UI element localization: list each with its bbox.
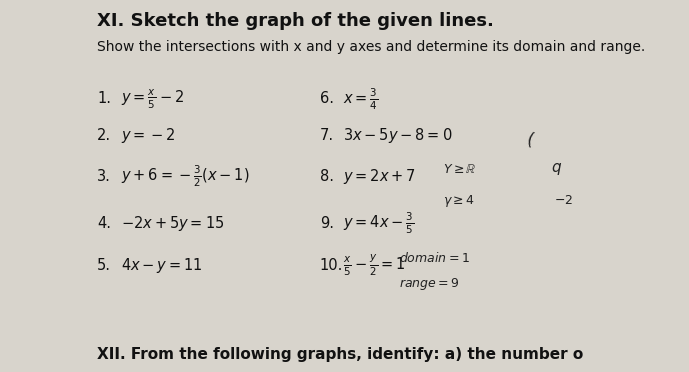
Text: 4.: 4.	[97, 215, 111, 231]
Text: $y = 4x - \frac{3}{5}$: $y = 4x - \frac{3}{5}$	[343, 211, 415, 236]
Text: $4x - y = 11$: $4x - y = 11$	[121, 256, 203, 275]
Text: $y + 6 = -\frac{3}{2}(x-1)$: $y + 6 = -\frac{3}{2}(x-1)$	[121, 164, 249, 189]
Text: 2.: 2.	[97, 128, 112, 144]
Text: 6.: 6.	[320, 92, 333, 106]
Text: 1.: 1.	[97, 92, 111, 106]
Text: $-2$: $-2$	[554, 194, 573, 207]
Text: $y = -2$: $y = -2$	[121, 126, 176, 145]
Text: XI. Sketch the graph of the given lines.: XI. Sketch the graph of the given lines.	[97, 12, 494, 30]
Text: 5.: 5.	[97, 258, 111, 273]
Text: 8.: 8.	[320, 169, 333, 184]
Text: $range = 9$: $range = 9$	[399, 276, 460, 292]
Text: $q$: $q$	[551, 161, 562, 177]
Text: Show the intersections with x and y axes and determine its domain and range.: Show the intersections with x and y axes…	[97, 39, 646, 54]
Text: $\gamma \geq 4$: $\gamma \geq 4$	[442, 193, 475, 209]
Text: $-2x + 5y = 15$: $-2x + 5y = 15$	[121, 214, 224, 232]
Text: $\mathsf{(}$: $\mathsf{(}$	[524, 129, 537, 150]
Text: $\frac{x}{5} - \frac{y}{2} = 1$: $\frac{x}{5} - \frac{y}{2} = 1$	[343, 253, 406, 278]
Text: $y = 2x + 7$: $y = 2x + 7$	[343, 167, 416, 186]
Text: $3x - 5y - 8 = 0$: $3x - 5y - 8 = 0$	[343, 126, 453, 145]
Text: $Y \geq \mathbb{R}$: $Y \geq \mathbb{R}$	[442, 163, 476, 176]
Text: 9.: 9.	[320, 215, 333, 231]
Text: $domain = 1$: $domain = 1$	[399, 251, 470, 265]
Text: 10.: 10.	[320, 258, 343, 273]
Text: XII. From the following graphs, identify: a) the number o: XII. From the following graphs, identify…	[97, 347, 584, 362]
Text: $y = \frac{x}{5} - 2$: $y = \frac{x}{5} - 2$	[121, 87, 184, 110]
Text: 7.: 7.	[320, 128, 333, 144]
Text: $x = \frac{3}{4}$: $x = \frac{3}{4}$	[343, 86, 378, 112]
Text: 3.: 3.	[97, 169, 111, 184]
